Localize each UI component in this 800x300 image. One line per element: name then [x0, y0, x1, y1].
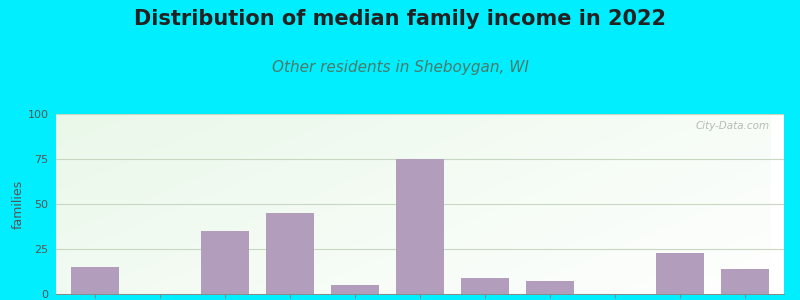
Bar [70, 267, 119, 294]
Bar [201, 231, 250, 294]
Bar [656, 253, 704, 294]
Text: Distribution of median family income in 2022: Distribution of median family income in … [134, 9, 666, 29]
Bar [266, 213, 314, 294]
Text: Other residents in Sheboygan, WI: Other residents in Sheboygan, WI [271, 60, 529, 75]
Y-axis label: families: families [11, 179, 25, 229]
Bar [526, 281, 574, 294]
Bar [721, 269, 770, 294]
Text: City-Data.com: City-Data.com [695, 121, 770, 131]
Bar [461, 278, 510, 294]
Bar [330, 285, 379, 294]
Bar [396, 159, 444, 294]
